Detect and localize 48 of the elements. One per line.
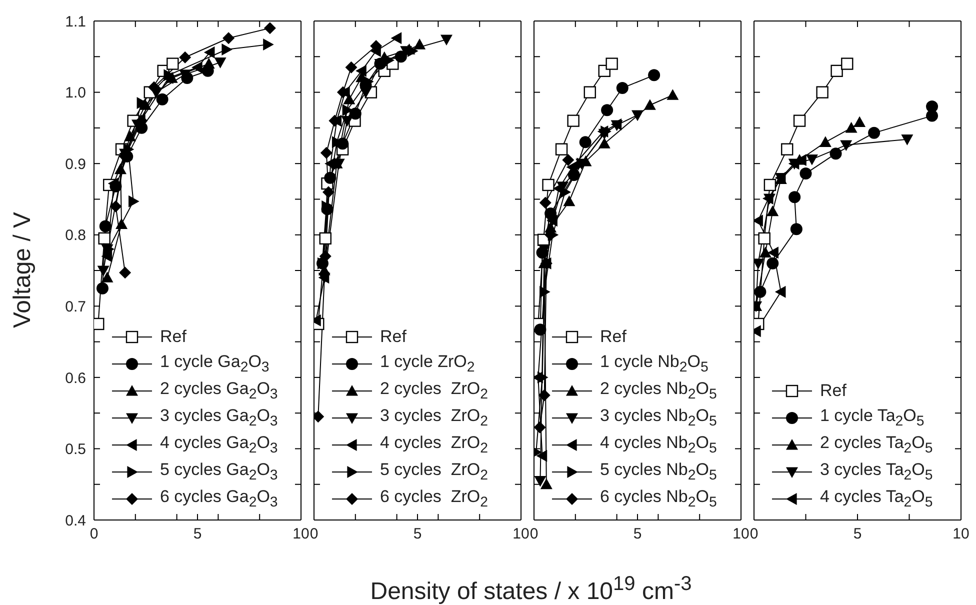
legend-label: 6 cycles Ga$_{2}$O$_{3}$ — [160, 486, 278, 510]
legend-label: 5 cycles ZrO$_{2}$ — [380, 460, 488, 484]
legend-label: 4 cycles Ta$_{2}$O$_{5}$ — [820, 486, 933, 510]
x-tick-label: 10 — [952, 526, 970, 543]
x-tick-label: 10 — [512, 526, 530, 543]
legend-label: 1 cycle Ta$_{2}$O$_{5}$ — [820, 406, 924, 430]
legend-label: Ref — [160, 326, 186, 346]
legend-label: 4 cycles Nb$_{2}$O$_{5}$ — [600, 432, 717, 456]
x-tick-label: 10 — [732, 526, 750, 543]
legend-label: Ref — [600, 326, 626, 346]
y-tick-label: 1.0 — [65, 84, 86, 102]
x-tick-label: 0 — [310, 526, 318, 543]
x-tick-label: 0 — [750, 526, 758, 543]
x-tick-label: 0 — [90, 526, 98, 543]
legend-label: 5 cycles Ga$_{2}$O$_{3}$ — [160, 460, 278, 484]
x-tick-label: 5 — [413, 526, 422, 543]
legend-label: 3 cycles Ga$_{2}$O$_{3}$ — [160, 406, 278, 430]
legend-label: 6 cycles ZrO$_{2}$ — [380, 486, 488, 510]
x-tick-label: 5 — [853, 526, 862, 543]
legend-label: 3 cycles Nb$_{2}$O$_{5}$ — [600, 406, 717, 430]
y-axis-title: Voltage / V — [9, 212, 37, 328]
legend-label: Ref — [820, 380, 846, 400]
legend-label: 2 cycles ZrO$_{2}$ — [380, 378, 488, 402]
legend-label: 4 cycles Ga$_{2}$O$_{3}$ — [160, 432, 278, 456]
legend-label: 3 cycles Ta$_{2}$O$_{5}$ — [820, 460, 933, 484]
legend-label: 3 cycles ZrO$_{2}$ — [380, 406, 488, 430]
y-tick-label: 0.9 — [65, 156, 86, 173]
y-tick-label: 0.8 — [65, 227, 86, 244]
legend-label: 2 cycles Ta$_{2}$O$_{5}$ — [820, 432, 933, 456]
x-tick-label: 5 — [633, 526, 642, 543]
y-tick-label: 1.1 — [65, 13, 86, 30]
legend-label: 4 cycles ZrO$_{2}$ — [380, 432, 488, 456]
legend-label: 6 cycles Nb$_{2}$O$_{5}$ — [600, 486, 717, 510]
y-tick-label: 0.6 — [65, 370, 86, 387]
legend-label: Ref — [380, 326, 406, 346]
x-tick-label: 0 — [530, 526, 538, 543]
y-tick-label: 0.5 — [65, 441, 86, 458]
y-tick-label: 0.7 — [65, 298, 86, 316]
y-tick-label: 0.4 — [65, 512, 86, 530]
legend-label: 1 cycle Ga$_{2}$O$_{3}$ — [160, 352, 270, 376]
legend-label: 5 cycles Nb$_{2}$O$_{5}$ — [600, 460, 717, 484]
x-tick-label: 10 — [292, 526, 310, 543]
legend-label: 1 cycle ZrO$_{2}$ — [380, 352, 475, 376]
x-tick-label: 5 — [193, 526, 202, 543]
x-axis-title: Density of states / x 10$^{19}$ cm$^{-3}$ — [370, 573, 692, 605]
legend-label: 2 cycles Nb$_{2}$O$_{5}$ — [600, 378, 717, 402]
legend-label: 1 cycle Nb$_{2}$O$_{5}$ — [600, 352, 708, 376]
legend-label: 2 cycles Ga$_{2}$O$_{3}$ — [160, 378, 278, 402]
